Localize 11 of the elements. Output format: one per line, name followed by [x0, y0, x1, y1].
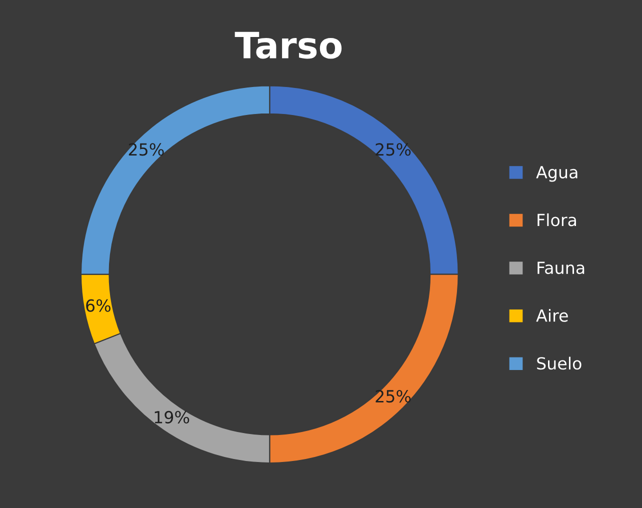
- data-label: 19%: [154, 410, 190, 424]
- legend-label: Aire: [536, 308, 568, 322]
- legend-label: Agua: [536, 166, 578, 182]
- data-label: 6%: [86, 299, 110, 312]
- data-label: 25%: [128, 143, 164, 156]
- data-label: 25%: [376, 390, 411, 403]
- chart-title: Tarso: [234, 32, 342, 59]
- data-label: 25%: [376, 143, 411, 156]
- legend-label: Fauna: [538, 262, 584, 274]
- legend-label: Suelo: [537, 356, 582, 370]
- legend-label: Flora: [538, 213, 576, 226]
